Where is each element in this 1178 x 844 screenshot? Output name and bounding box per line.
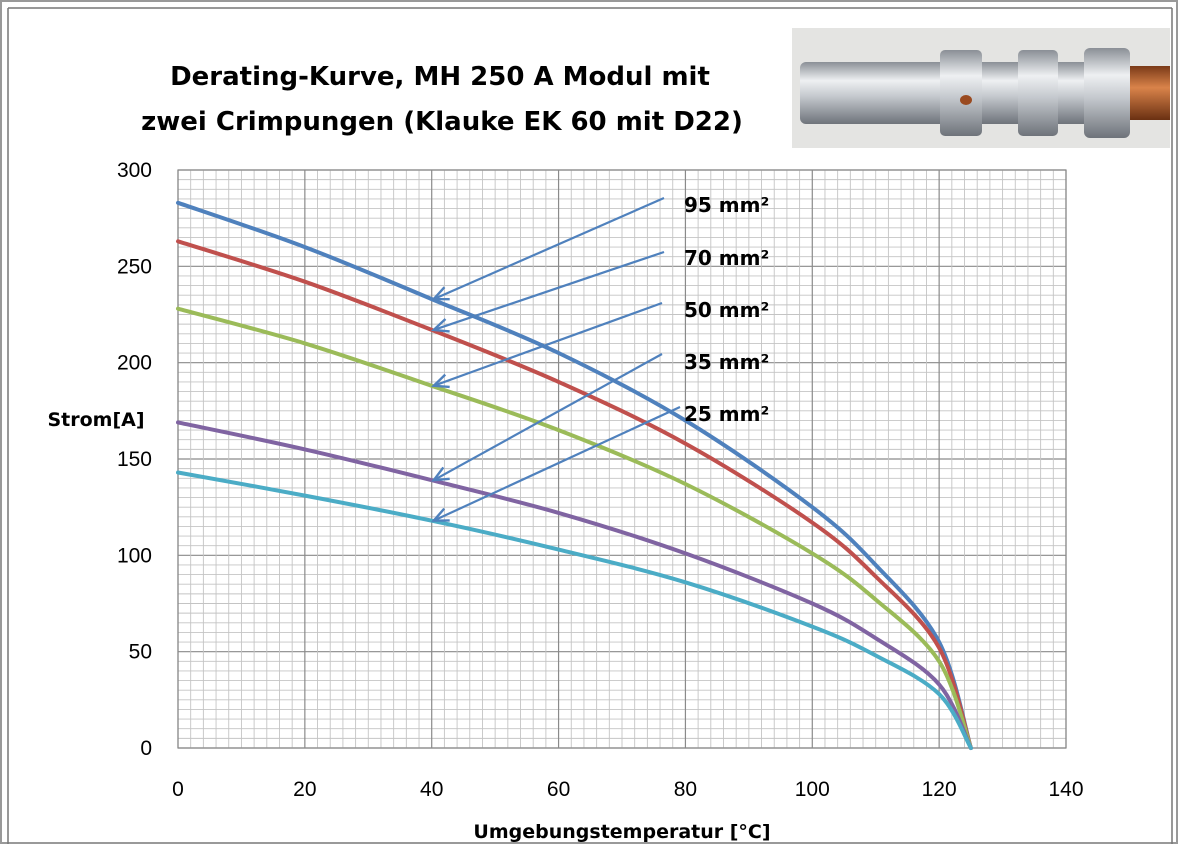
y-tick-label: 300	[117, 159, 152, 182]
annotation-arrowhead	[431, 507, 450, 522]
x-tick-label: 40	[420, 778, 443, 801]
x-axis-title: Umgebungstemperatur [°C]	[473, 821, 770, 843]
y-axis-title: Strom[A]	[47, 409, 144, 431]
annotation-arrow	[433, 196, 665, 301]
series-line-3	[176, 306, 973, 750]
annotation-arrow	[433, 250, 665, 331]
annotation-label: 50 mm²	[684, 298, 769, 322]
y-tick-label: 200	[117, 352, 152, 375]
annotation-label: 25 mm²	[684, 402, 769, 426]
x-tick-label: 80	[674, 778, 697, 801]
series-line-2	[176, 239, 973, 750]
annotation-arrow	[433, 406, 681, 522]
annotation-arrow	[433, 301, 663, 387]
plot-area: 0 50 100 150 200 250 300 0 20 40 60 80 100 120 140 95 m…	[117, 159, 1084, 801]
x-tick-label: 20	[293, 778, 316, 801]
series-line-5	[176, 470, 973, 750]
annotation-arrowhead	[431, 286, 450, 301]
annotation-label: 70 mm²	[684, 246, 769, 270]
y-tick-label: 150	[117, 448, 152, 471]
x-tick-label: 140	[1048, 778, 1083, 801]
x-tick-label: 100	[795, 778, 830, 801]
annotation-arrowhead	[431, 466, 450, 482]
crimp-connector-photo	[792, 28, 1170, 148]
annotation-arrowhead	[430, 318, 450, 333]
series-line-1	[176, 200, 973, 750]
y-tick-label: 100	[117, 544, 152, 567]
x-tick-label: 120	[922, 778, 957, 801]
chart-title-line-2: zwei Crimpungen (Klauke EK 60 mit D22)	[141, 107, 743, 137]
y-tick-label: 50	[129, 641, 152, 664]
y-tick-label: 250	[117, 255, 152, 278]
annotation-label: 35 mm²	[684, 350, 769, 374]
x-tick-label: 60	[547, 778, 570, 801]
series-line-4	[176, 420, 973, 750]
x-tick-label: 0	[172, 778, 184, 801]
y-tick-label: 0	[140, 737, 152, 760]
annotation-label: 95 mm²	[684, 193, 769, 217]
chart-title-line-1: Derating-Kurve, MH 250 A Modul mit	[170, 62, 710, 92]
annotation-arrowhead	[430, 373, 450, 389]
plot-border	[177, 169, 1067, 749]
annotation-arrow	[433, 353, 663, 482]
